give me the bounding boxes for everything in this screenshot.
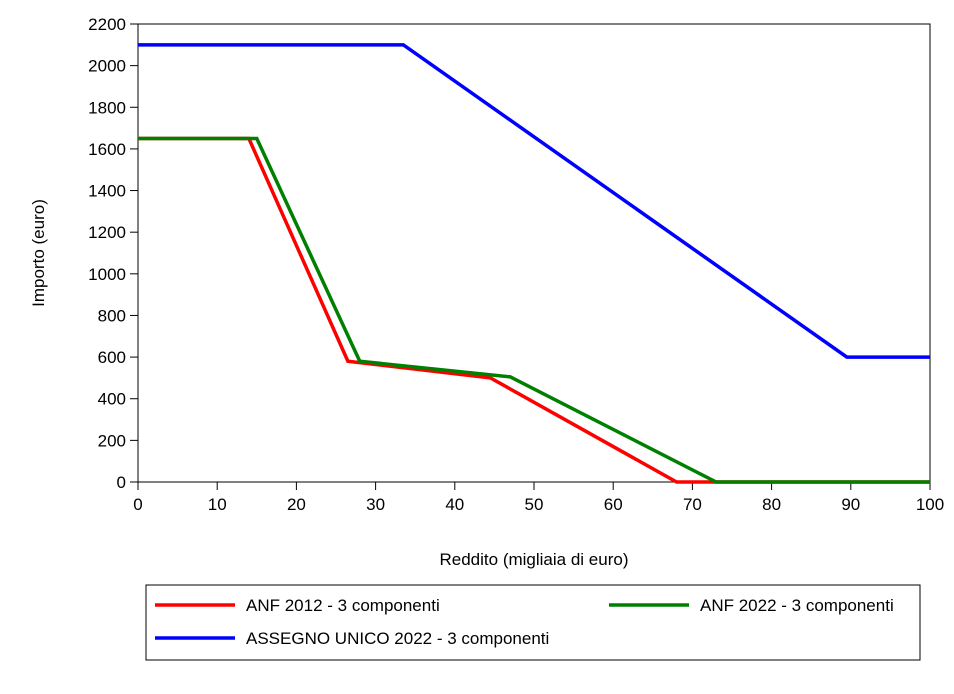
y-tick-label: 1800 [88, 98, 126, 117]
y-tick-label: 0 [117, 473, 126, 492]
x-tick-label: 80 [762, 495, 781, 514]
series-line-2 [138, 136, 930, 484]
y-tick-label: 2000 [88, 57, 126, 76]
y-tick-label: 1400 [88, 182, 126, 201]
x-tick-label: 70 [683, 495, 702, 514]
y-axis-title: Importo (euro) [29, 199, 48, 307]
series-line-3 [138, 43, 930, 359]
x-tick-label: 60 [604, 495, 623, 514]
series-line-1 [138, 136, 930, 484]
x-tick-label: 0 [133, 495, 142, 514]
x-tick-label: 30 [366, 495, 385, 514]
y-tick-label: 1600 [88, 140, 126, 159]
series-group [138, 43, 930, 484]
x-axis-title: Reddito (migliaia di euro) [440, 550, 629, 569]
y-tick-label: 1200 [88, 223, 126, 242]
x-tick-label: 10 [208, 495, 227, 514]
legend-box [145, 584, 921, 661]
y-tick-label: 1000 [88, 265, 126, 284]
y-tick-label: 400 [98, 390, 126, 409]
y-tick-label: 200 [98, 431, 126, 450]
x-tick-label: 100 [916, 495, 944, 514]
y-tick-label: 600 [98, 348, 126, 367]
y-tick-label: 2200 [88, 15, 126, 34]
x-axis: 0 10 20 30 40 50 60 70 80 90 100 [133, 482, 944, 514]
legend-label-2: ANF 2022 - 3 componenti [700, 596, 894, 615]
x-tick-label: 90 [841, 495, 860, 514]
plot-frame [137, 23, 931, 483]
y-axis: 0 200 400 600 800 1000 1200 1400 1600 1800 2000 220… [88, 15, 138, 492]
legend-label-3: ASSEGNO UNICO 2022 - 3 componenti [246, 629, 549, 648]
x-tick-label: 50 [525, 495, 544, 514]
y-tick-label: 800 [98, 306, 126, 325]
plot-area: 0200400600800100012001400160018002000220… [88, 15, 944, 514]
x-tick-label: 20 [287, 495, 306, 514]
x-tick-label: 40 [445, 495, 464, 514]
legend: ANF 2012 - 3 componenti ANF 2022 - 3 comp… [145, 584, 921, 661]
legend-label-1: ANF 2012 - 3 componenti [246, 596, 440, 615]
